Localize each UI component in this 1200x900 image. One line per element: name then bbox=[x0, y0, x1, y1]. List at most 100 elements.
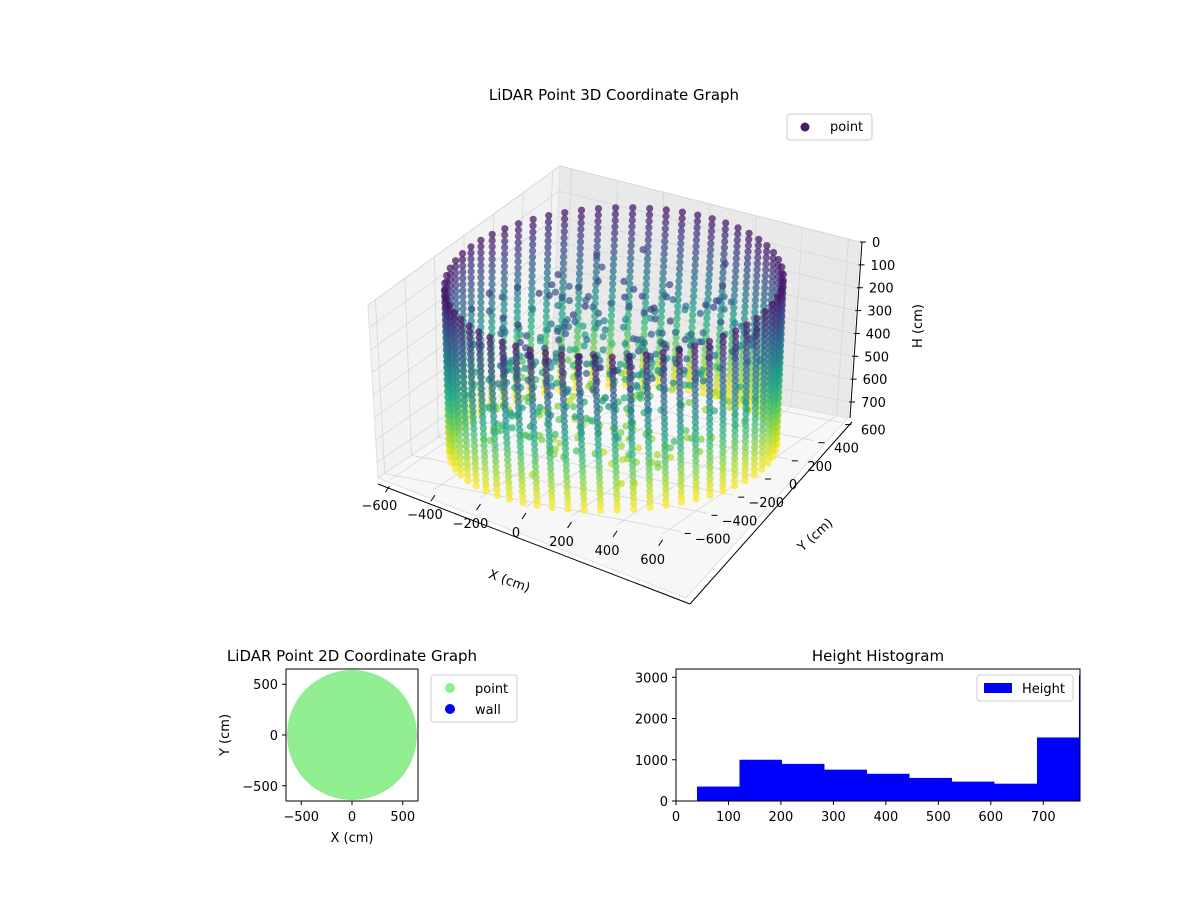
point-3d bbox=[462, 436, 470, 444]
point-3d bbox=[706, 387, 714, 395]
point-3d bbox=[612, 479, 620, 487]
point-3d bbox=[678, 214, 686, 222]
point-3d bbox=[595, 463, 603, 471]
point-3d bbox=[535, 289, 543, 297]
x-tick-label-3d: −200 bbox=[453, 517, 489, 532]
point-3d bbox=[682, 302, 690, 310]
point-3d bbox=[644, 422, 652, 430]
point-3d bbox=[478, 407, 487, 415]
point-3d bbox=[719, 343, 727, 351]
point-3d bbox=[627, 412, 635, 420]
point-3d bbox=[462, 425, 470, 433]
point-3d bbox=[721, 260, 729, 268]
point-3d bbox=[508, 424, 516, 432]
point-3d bbox=[517, 459, 525, 467]
point-3d bbox=[467, 261, 475, 269]
legend-2d-marker-point bbox=[445, 683, 455, 693]
point-3d bbox=[579, 473, 587, 481]
point-3d bbox=[731, 443, 739, 451]
point-3d bbox=[597, 506, 605, 514]
point-3d bbox=[472, 476, 480, 484]
point-3d bbox=[562, 466, 571, 475]
point-3d bbox=[546, 454, 554, 462]
point-3d bbox=[760, 386, 768, 395]
point-3d bbox=[751, 443, 759, 451]
point-3d bbox=[645, 230, 653, 238]
point-3d bbox=[591, 293, 600, 301]
point-3d bbox=[504, 467, 512, 475]
point-3d bbox=[671, 328, 680, 336]
point-3d bbox=[560, 221, 569, 229]
point-3d bbox=[571, 345, 579, 354]
point-3d bbox=[608, 305, 616, 313]
point-3d bbox=[609, 391, 618, 400]
point-3d bbox=[451, 338, 460, 346]
point-3d bbox=[660, 419, 669, 427]
point-3d bbox=[590, 338, 598, 346]
point-3d bbox=[574, 301, 583, 309]
point-3d bbox=[707, 240, 715, 248]
chart-3d: LiDAR Point 3D Coordinate Graph −600 −400… bbox=[362, 86, 926, 605]
point-3d bbox=[505, 484, 513, 492]
point-3d bbox=[532, 468, 540, 476]
point-3d bbox=[673, 308, 682, 317]
point-3d bbox=[543, 275, 551, 283]
point-3d bbox=[677, 471, 685, 479]
point-3d bbox=[752, 278, 761, 286]
point-3d bbox=[595, 468, 603, 476]
point-3d bbox=[593, 413, 601, 422]
point-3d bbox=[529, 215, 537, 223]
point-3d bbox=[565, 282, 573, 290]
point-3d bbox=[609, 280, 617, 288]
point-3d bbox=[719, 432, 727, 440]
point-3d bbox=[513, 301, 521, 310]
point-3d bbox=[760, 381, 768, 389]
point-3d bbox=[626, 374, 634, 382]
point-3d bbox=[560, 401, 568, 409]
x-tick-3d bbox=[567, 521, 572, 529]
point-3d bbox=[455, 419, 463, 427]
point-3d bbox=[455, 436, 464, 444]
point-3d bbox=[529, 305, 537, 313]
point-3d bbox=[451, 320, 459, 328]
point-3d bbox=[726, 377, 734, 386]
point-3d bbox=[676, 416, 684, 425]
point-3d bbox=[459, 299, 467, 307]
point-3d bbox=[518, 482, 526, 490]
x-tick-label-2d: 0 bbox=[348, 810, 356, 825]
point-3d bbox=[652, 350, 660, 358]
point-3d bbox=[691, 342, 699, 350]
point-3d bbox=[488, 249, 496, 257]
point-3d bbox=[646, 498, 654, 506]
point-3d bbox=[533, 490, 541, 498]
point-3d bbox=[719, 454, 727, 462]
point-3d bbox=[458, 256, 467, 264]
point-3d bbox=[560, 234, 568, 242]
point-3d bbox=[467, 362, 475, 370]
point-3d bbox=[758, 443, 767, 451]
point-3d bbox=[576, 251, 584, 259]
point-3d bbox=[760, 369, 768, 378]
histogram-bar bbox=[866, 773, 910, 801]
point-3d bbox=[589, 303, 597, 311]
point-3d bbox=[517, 465, 526, 473]
point-3d bbox=[754, 253, 762, 262]
point-3d bbox=[761, 284, 769, 292]
point-3d bbox=[455, 413, 463, 421]
point-3d bbox=[547, 470, 555, 478]
point-3d bbox=[742, 278, 751, 286]
point-3d bbox=[596, 495, 604, 503]
point-3d bbox=[475, 333, 483, 342]
point-3d bbox=[544, 256, 552, 264]
point-3d bbox=[612, 484, 621, 492]
point-3d bbox=[706, 458, 714, 466]
point-3d bbox=[467, 292, 475, 300]
point-3d bbox=[659, 349, 667, 357]
point-3d bbox=[676, 395, 684, 403]
point-3d bbox=[544, 249, 552, 258]
point-3d bbox=[467, 373, 476, 381]
point-3d bbox=[593, 397, 601, 405]
point-3d bbox=[706, 447, 714, 455]
point-3d bbox=[452, 257, 460, 265]
point-3d bbox=[578, 451, 586, 459]
